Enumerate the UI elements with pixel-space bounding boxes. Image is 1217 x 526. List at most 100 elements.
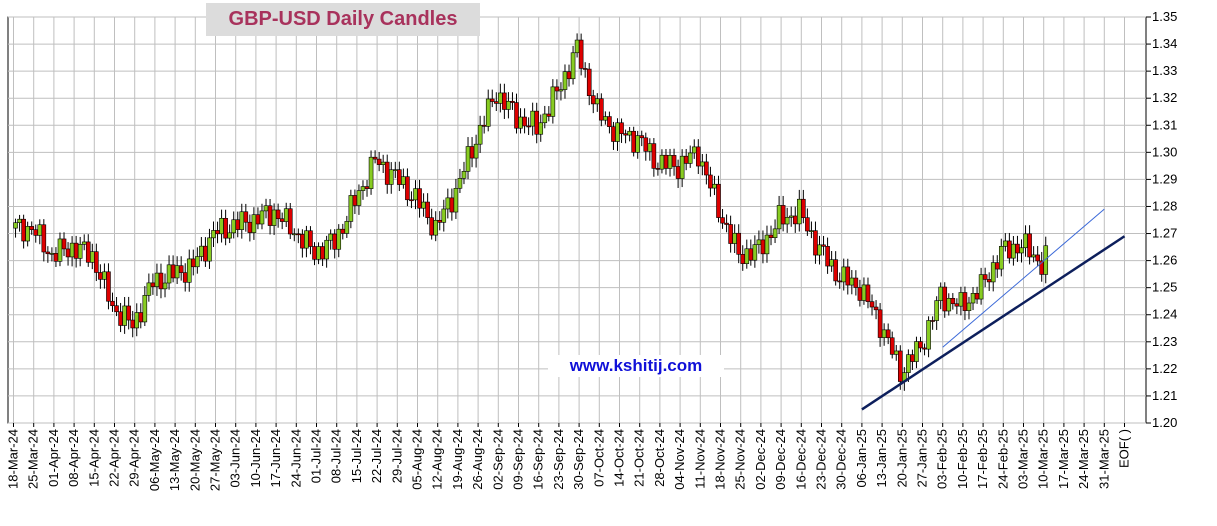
candle-body <box>283 208 289 222</box>
candle-body <box>138 312 144 323</box>
candle-body <box>1003 240 1008 247</box>
candle-body <box>590 95 596 105</box>
candle-body <box>45 251 51 255</box>
candle-body <box>186 258 192 283</box>
candle-body <box>397 169 402 185</box>
x-tick-label: 13-Jan-25 <box>874 429 889 488</box>
candle-body <box>934 300 939 321</box>
candle-body <box>219 217 224 235</box>
candle-body <box>279 218 285 222</box>
x-tick-label: 13-May-24 <box>167 429 182 491</box>
candle-body <box>98 272 103 280</box>
candle-body <box>796 198 802 225</box>
candle-body <box>801 198 806 218</box>
candle-body <box>356 190 362 206</box>
candle-body <box>146 282 152 296</box>
candle-body <box>61 238 67 250</box>
x-tick-label: 25-Mar-24 <box>26 429 41 489</box>
candle-body <box>792 215 798 225</box>
candle-body <box>857 287 863 301</box>
candle-body <box>986 279 992 283</box>
candle-body <box>150 282 156 287</box>
candle-body <box>17 218 22 224</box>
x-axis: 18-Mar-24 25-Mar-24 01-Apr-24 08-Apr-24 15-A… <box>6 423 1132 491</box>
candle-body <box>409 199 414 202</box>
candle-body <box>134 312 140 329</box>
trendlines <box>861 208 1126 411</box>
x-tick-label: 29-Apr-24 <box>127 429 142 487</box>
candle-body <box>990 262 996 283</box>
x-tick-label: 15-Jul-24 <box>349 429 364 483</box>
candle-body <box>170 264 176 279</box>
candle-body <box>489 98 495 102</box>
candle-body <box>360 186 366 191</box>
candle-body <box>1019 247 1024 254</box>
candle-body <box>364 186 370 189</box>
candle-body <box>178 265 184 273</box>
candle-body <box>324 239 329 260</box>
candle-body <box>376 158 382 165</box>
candle-body <box>974 293 980 300</box>
x-tick-label: 10-Feb-25 <box>955 429 970 489</box>
candle-body <box>631 130 636 153</box>
candle-body <box>724 222 729 225</box>
candles <box>13 33 1049 391</box>
candle-body <box>85 241 91 263</box>
candle-body <box>481 124 487 127</box>
candle-body <box>90 251 95 263</box>
x-tick-label: 29-Jul-24 <box>389 429 404 483</box>
candle-body <box>599 98 604 121</box>
candle-body <box>162 282 168 290</box>
candle-body <box>477 124 483 145</box>
candle-body <box>877 309 883 338</box>
candle-body <box>69 242 75 258</box>
candle-body <box>586 68 592 96</box>
candle-body <box>647 143 653 152</box>
y-tick-label: 1.20 <box>1152 415 1177 430</box>
candle-body <box>805 217 810 232</box>
candle-body <box>821 244 826 247</box>
candle-body <box>825 246 830 267</box>
candle-body <box>461 171 467 179</box>
candle-body <box>558 89 564 92</box>
candle-body <box>308 230 313 247</box>
x-tick-label: 22-Apr-24 <box>107 429 122 487</box>
x-tick-label: 22-Jul-24 <box>369 429 384 483</box>
x-tick-label: 01-Apr-24 <box>46 429 61 487</box>
candle-body <box>166 264 172 284</box>
candle-body <box>978 274 984 300</box>
candle-body <box>158 272 164 290</box>
candle-body <box>227 232 232 239</box>
x-tick-label: 26-Aug-24 <box>470 429 485 490</box>
candle-body <box>914 341 919 362</box>
candle-body <box>1043 245 1049 275</box>
candle-body <box>65 248 71 258</box>
candle-body <box>639 135 645 139</box>
candle-body <box>328 233 333 241</box>
candle-body <box>679 155 685 179</box>
candle-body <box>445 197 451 210</box>
candle-body <box>861 284 867 301</box>
candle-body <box>752 244 758 261</box>
y-tick-label: 1.23 <box>1152 334 1177 349</box>
watermark-link[interactable]: www.kshitij.com <box>548 355 724 377</box>
candle-body <box>1023 233 1028 249</box>
candle-body <box>465 146 471 172</box>
candle-body <box>562 71 568 90</box>
candle-body <box>534 110 540 135</box>
candle-body <box>243 211 249 223</box>
candle-body <box>889 337 895 355</box>
candle-body <box>1015 243 1020 254</box>
candle-body <box>73 242 79 259</box>
candle-body <box>255 214 261 225</box>
x-tick-label: 03-Mar-25 <box>1016 429 1031 489</box>
x-tick-label: 16-Sep-24 <box>531 429 546 490</box>
candle-body <box>413 188 418 201</box>
candle-body <box>837 280 843 283</box>
candle-body <box>651 143 657 169</box>
candle-body <box>514 102 519 129</box>
x-tick-label: 28-Oct-24 <box>652 429 667 487</box>
candle-body <box>344 221 350 234</box>
candle-body <box>643 137 649 152</box>
